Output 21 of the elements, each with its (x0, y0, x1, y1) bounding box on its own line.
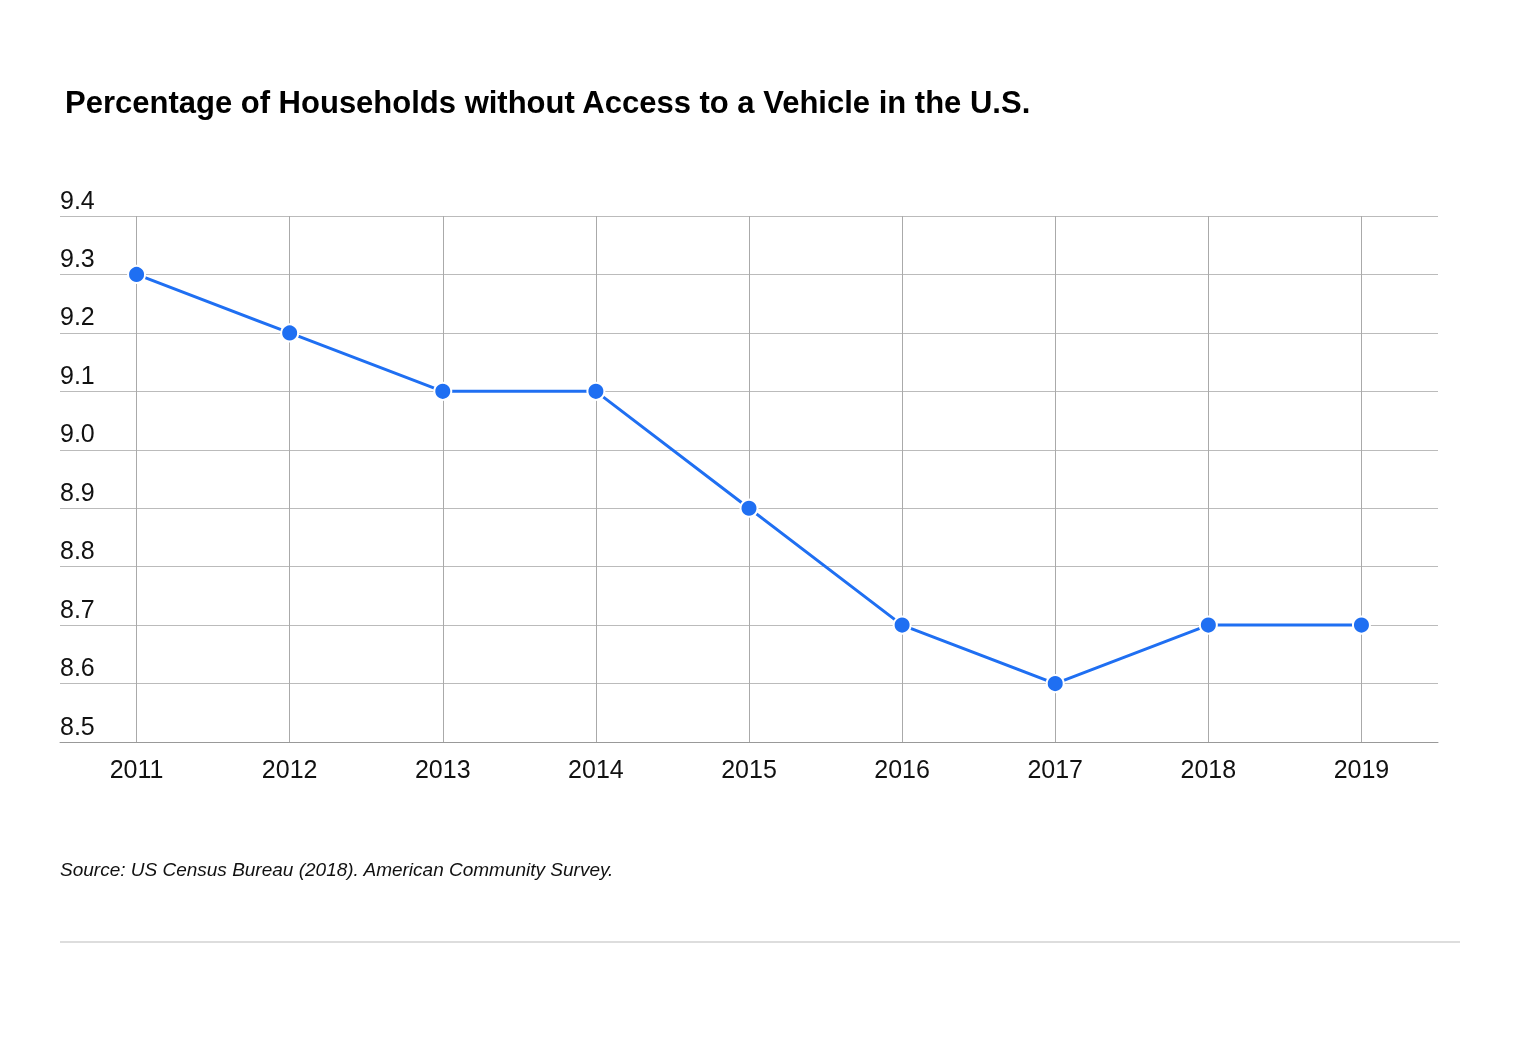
y-tick-label: 8.7 (60, 594, 95, 623)
y-tick-label: 8.5 (60, 711, 95, 740)
source-note: Source: US Census Bureau (2018). American Community Survey. (60, 859, 614, 880)
x-tick-label: 2016 (874, 754, 930, 783)
x-tick-label: 2011 (109, 754, 164, 783)
y-tick-label: 9.0 (60, 419, 95, 448)
y-tick-label: 8.6 (60, 653, 95, 682)
x-tick-label: 2017 (1027, 754, 1084, 783)
x-tick-label: 2012 (261, 754, 318, 783)
y-tick-label: 8.8 (60, 536, 95, 565)
x-tick-label: 2014 (568, 754, 624, 783)
x-tick-label: 2015 (721, 754, 777, 783)
x-tick-label: 2019 (1333, 754, 1390, 783)
y-tick-label: 9.1 (60, 360, 95, 389)
y-tick-label: 9.3 (60, 243, 95, 272)
x-tick-label: 2018 (1180, 754, 1237, 783)
y-tick-label: 9.4 (60, 185, 95, 214)
x-tick-label: 2013 (414, 754, 471, 783)
y-tick-label: 9.2 (60, 302, 95, 331)
chart-title: Percentage of Households without Access to a Vehicle in the U.S. (65, 85, 1031, 120)
y-tick-label: 8.9 (60, 477, 95, 506)
